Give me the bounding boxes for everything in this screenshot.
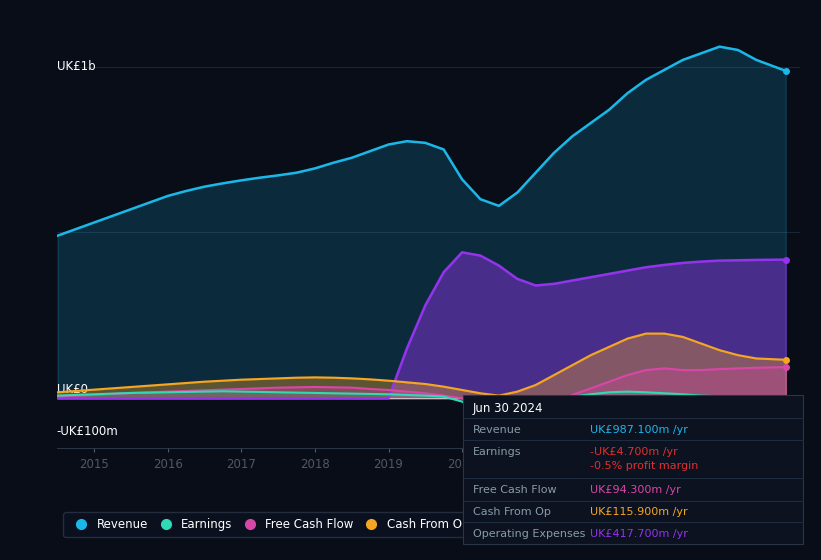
Text: UK£1b: UK£1b xyxy=(57,60,95,73)
Text: Free Cash Flow: Free Cash Flow xyxy=(473,485,557,495)
Text: Cash From Op: Cash From Op xyxy=(473,507,551,517)
Text: UK£417.700m /yr: UK£417.700m /yr xyxy=(590,529,688,539)
Text: UK£0: UK£0 xyxy=(57,383,88,396)
Text: Earnings: Earnings xyxy=(473,447,521,458)
Text: Jun 30 2024: Jun 30 2024 xyxy=(473,402,544,415)
Text: Operating Expenses: Operating Expenses xyxy=(473,529,585,539)
Text: UK£115.900m /yr: UK£115.900m /yr xyxy=(590,507,688,517)
Text: UK£987.100m /yr: UK£987.100m /yr xyxy=(590,425,688,435)
Text: -UK£100m: -UK£100m xyxy=(57,425,118,438)
Text: Revenue: Revenue xyxy=(473,425,521,435)
Legend: Revenue, Earnings, Free Cash Flow, Cash From Op, Operating Expenses: Revenue, Earnings, Free Cash Flow, Cash … xyxy=(63,512,627,537)
Text: -0.5% profit margin: -0.5% profit margin xyxy=(590,461,699,472)
Text: UK£94.300m /yr: UK£94.300m /yr xyxy=(590,485,681,495)
Text: -UK£4.700m /yr: -UK£4.700m /yr xyxy=(590,447,678,458)
